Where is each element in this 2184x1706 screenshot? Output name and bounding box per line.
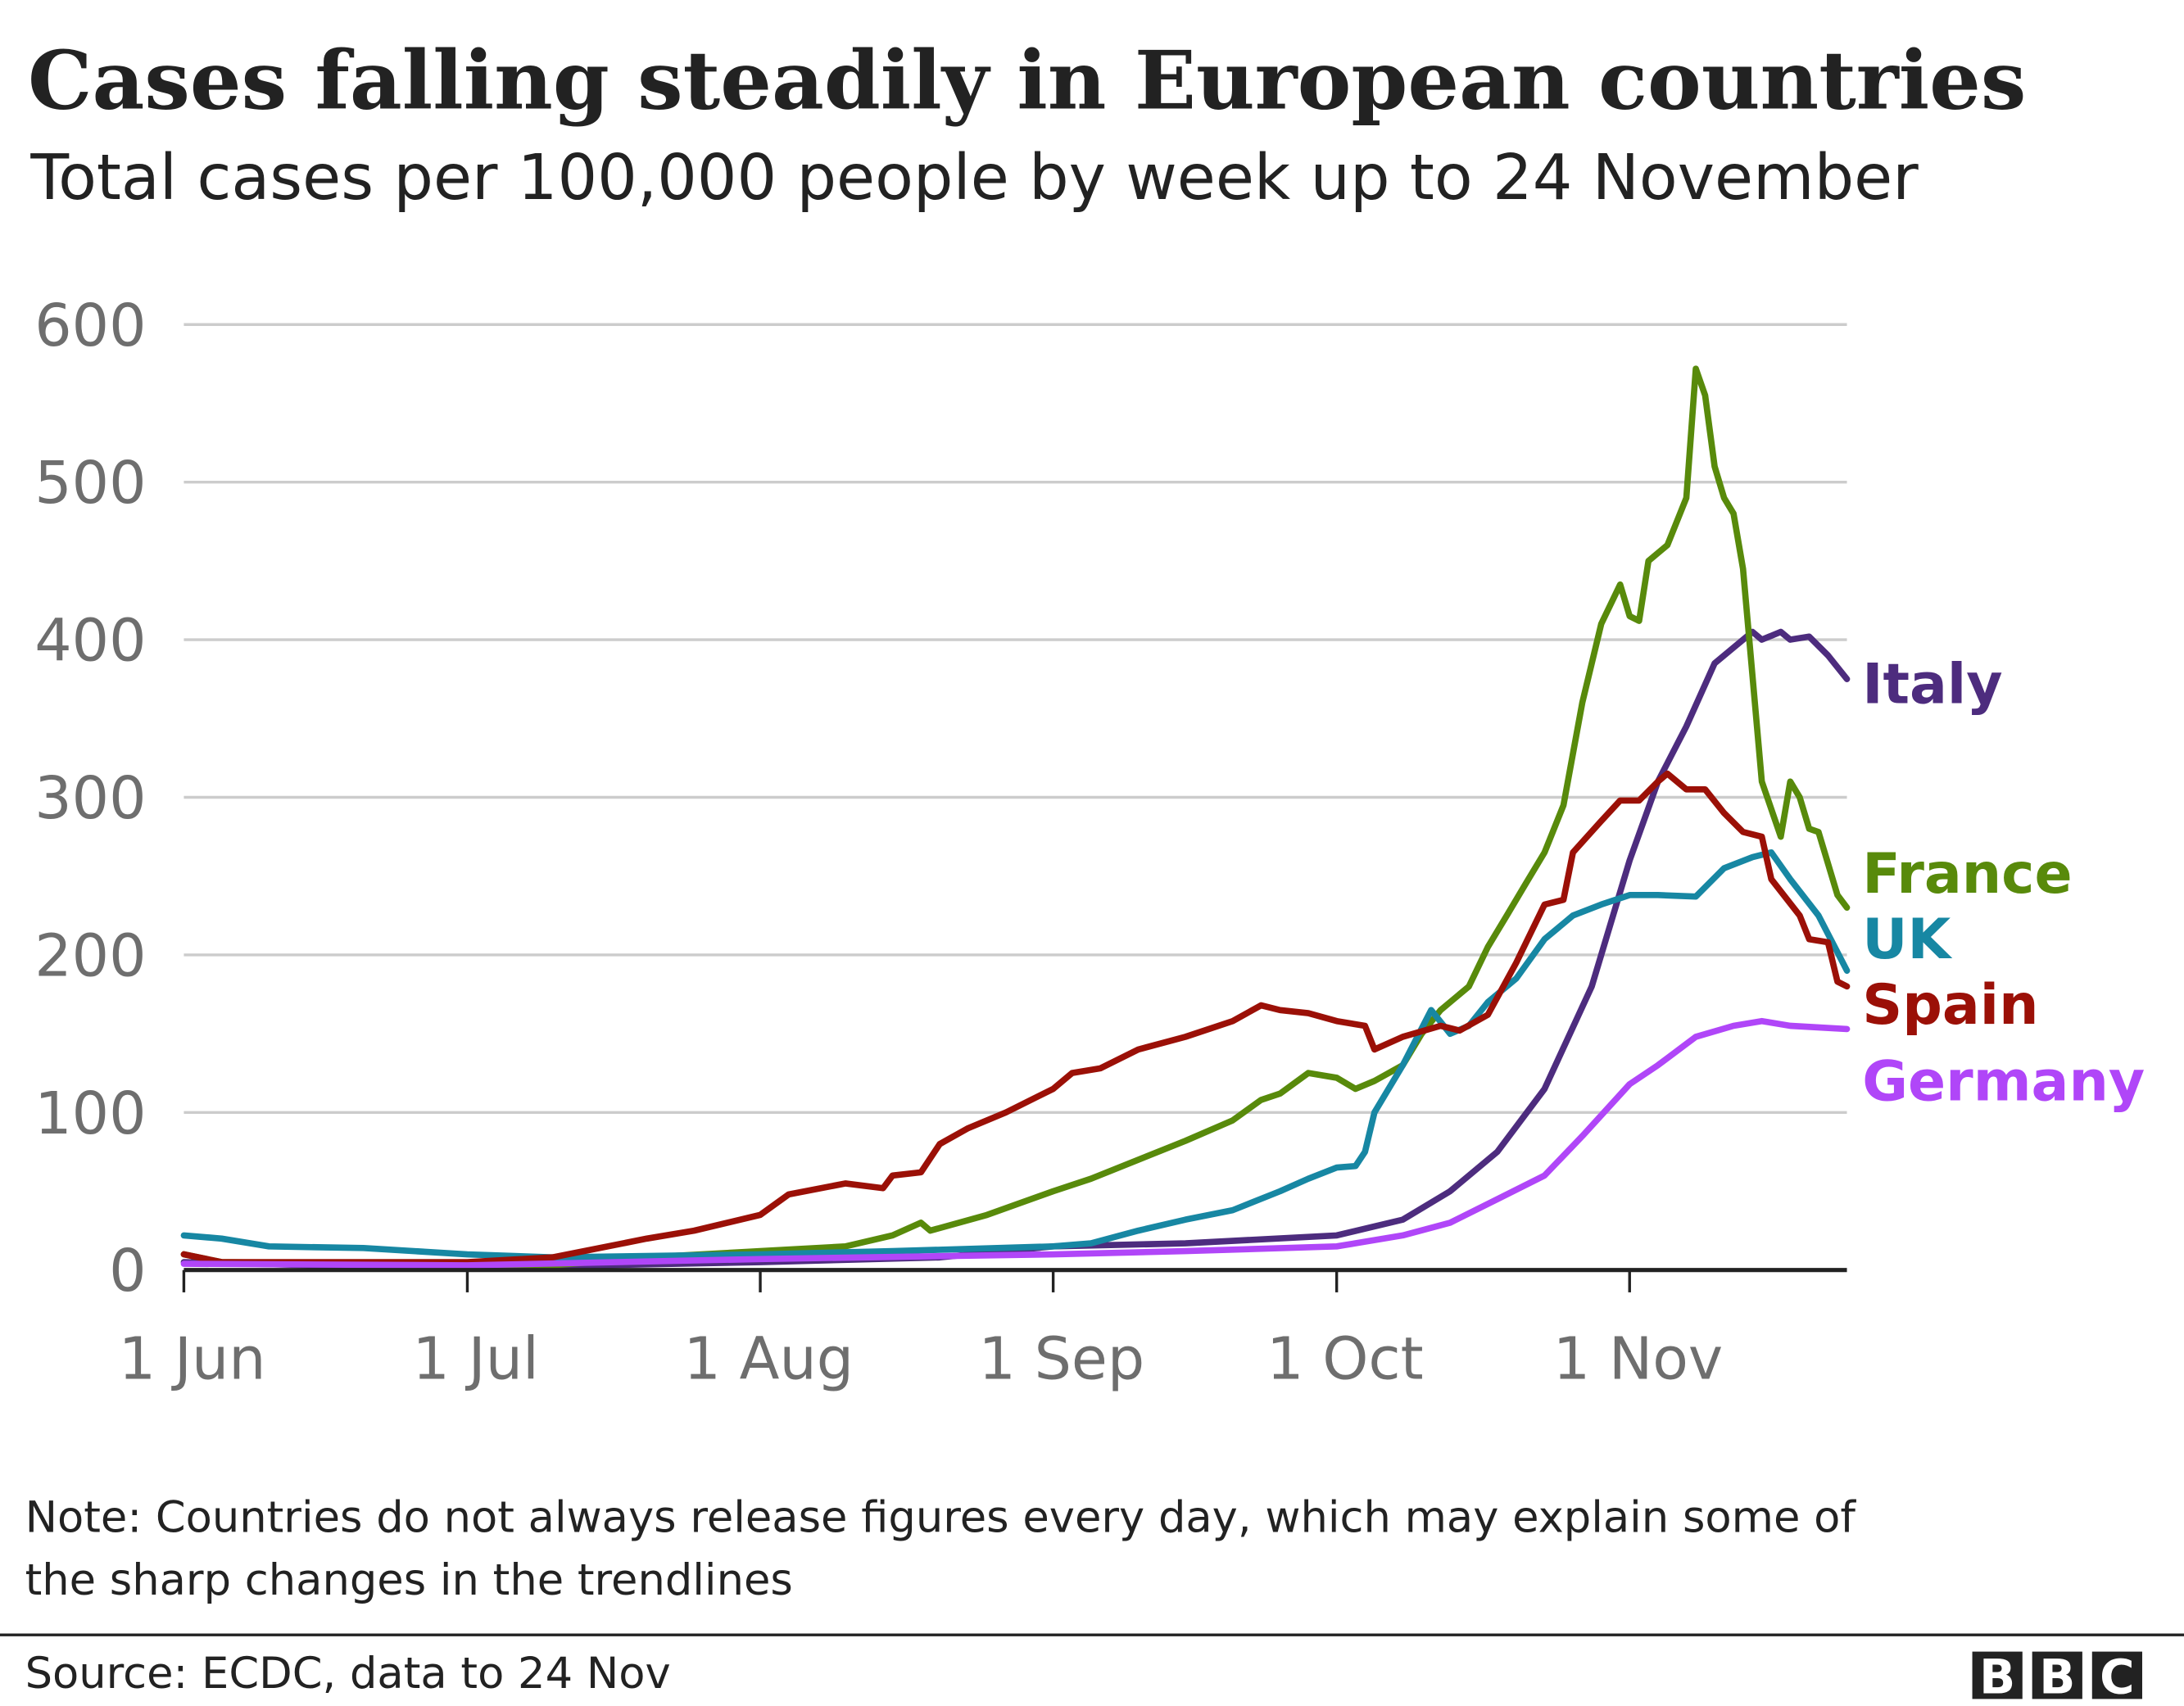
x-tick-label: 1 Jul — [413, 1324, 539, 1392]
x-tick-label: 1 Oct — [1266, 1324, 1424, 1392]
y-tick-label: 0 — [109, 1237, 146, 1305]
x-tick-label: 1 Nov — [1553, 1324, 1724, 1392]
series-line-uk — [180, 848, 1851, 1261]
note-line-2: the sharp changes in the trendlines — [25, 1555, 793, 1605]
series-label-italy: Italy — [1862, 653, 2002, 717]
series-line-italy — [180, 628, 1851, 1269]
y-tick-label: 100 — [34, 1079, 146, 1147]
series-label-france: France — [1862, 842, 2072, 907]
y-tick-label: 600 — [34, 292, 146, 360]
x-tick-label: 1 Jun — [119, 1324, 266, 1392]
x-tick-label: 1 Sep — [978, 1324, 1144, 1392]
y-axis-ticks: 0 100 200 300 400 500 600 — [34, 292, 146, 1305]
svg-text:B: B — [1979, 1649, 2015, 1705]
y-tick-label: 200 — [34, 921, 146, 989]
note-line-1: Note: Countries do not always release fi… — [25, 1492, 1857, 1542]
source-text: Source: ECDC, data to 24 Nov — [25, 1649, 671, 1699]
x-axis-ticks: 1 Jun 1 Jul 1 Aug 1 Sep 1 Oct 1 Nov — [119, 1269, 1724, 1392]
chart-title: Cases falling steadily in European count… — [28, 34, 2026, 129]
bbc-logo: B B C — [1972, 1649, 2142, 1705]
series-line-france — [180, 365, 1851, 1269]
series-label-uk: UK — [1862, 907, 1952, 972]
chart-subtitle: Total cases per 100,000 people by week u… — [29, 142, 1919, 215]
series-label-spain: Spain — [1862, 973, 2038, 1038]
gridlines — [184, 323, 1847, 1115]
series-label-germany: Germany — [1862, 1049, 2145, 1114]
svg-text:B: B — [2039, 1649, 2075, 1705]
y-tick-label: 500 — [34, 449, 146, 517]
series-lines — [180, 365, 1851, 1269]
series-line-germany — [180, 1017, 1851, 1269]
svg-text:C: C — [2100, 1649, 2134, 1705]
y-tick-label: 300 — [34, 764, 146, 832]
x-tick-label: 1 Aug — [683, 1324, 854, 1392]
y-tick-label: 400 — [34, 607, 146, 675]
series-line-spain — [180, 770, 1851, 1265]
